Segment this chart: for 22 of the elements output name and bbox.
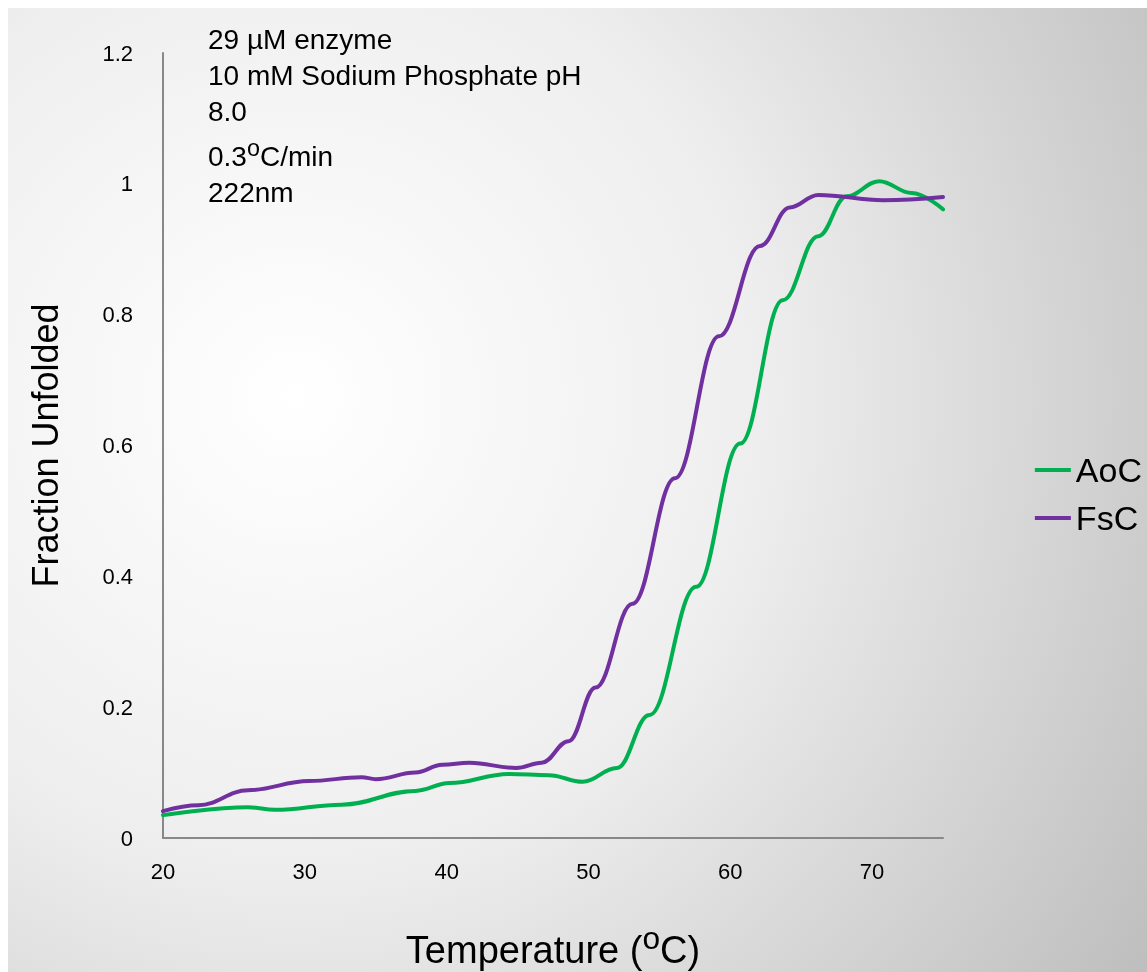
x-tick-label: 30: [292, 858, 318, 884]
y-tick-label: 0.2: [102, 694, 133, 720]
y-tick-label: 0.4: [102, 563, 133, 589]
y-tick-label: 0: [120, 825, 133, 851]
x-tick-label: 60: [718, 858, 743, 884]
y-axis-title: Fraction Unfolded: [24, 303, 66, 588]
annotation: 29 µM enzyme: [208, 23, 394, 57]
legend-label: FsC: [1075, 499, 1139, 537]
x-tick-label: 50: [576, 858, 601, 884]
legend-label: AoC: [1075, 451, 1142, 489]
x-axis-title: Temperature ($^{o}$C): [404, 920, 702, 972]
x-tick-label: 70: [859, 858, 885, 884]
annotation: 0.3$^{o}$C/min: [208, 134, 335, 175]
annotation: 10 mM Sodium Phosphate pH: [208, 59, 582, 93]
y-tick-label: 1: [120, 171, 133, 197]
y-tick-label: 0.6: [102, 433, 133, 458]
x-tick-label: 40: [434, 858, 459, 884]
y-tick-label: 1.2: [102, 40, 133, 66]
annotation: 222nm: [208, 176, 295, 211]
y-tick-label: 0.8: [102, 302, 133, 328]
x-tick-label: 20: [150, 858, 176, 884]
annotation: 8.0: [208, 95, 248, 129]
